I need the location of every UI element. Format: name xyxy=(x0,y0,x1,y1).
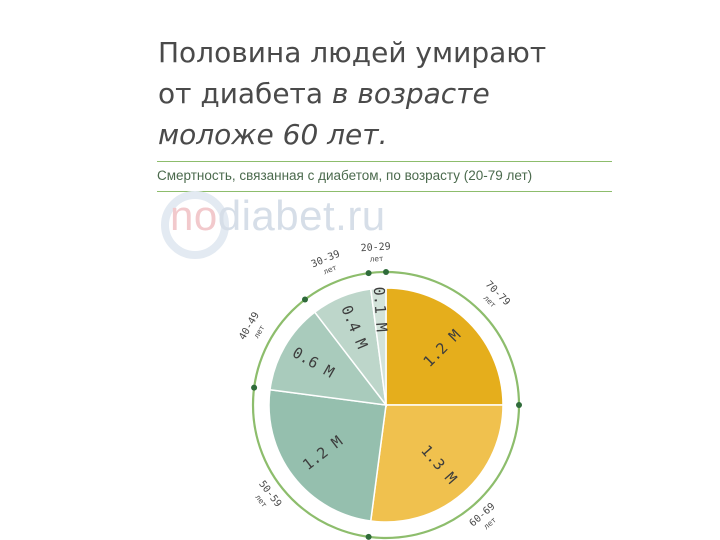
title-line-3: моложе 60 лет. xyxy=(158,118,388,151)
pie-slice-40-49 xyxy=(269,311,388,406)
slide-title: Половина людей умирают от диабета в возр… xyxy=(158,32,628,155)
ring-marker-dot xyxy=(302,296,308,303)
ring-marker-dot xyxy=(365,533,372,540)
age-unit-text: лет xyxy=(369,254,384,264)
pie-slice-60-69 xyxy=(369,404,504,523)
age-range-text: 20-29 xyxy=(360,241,391,254)
chart-subtitle: Смертность, связанная с диабетом, по воз… xyxy=(157,168,533,183)
ring-marker-dot xyxy=(383,269,389,275)
title-line-1: Половина людей умирают xyxy=(158,36,547,69)
ring-marker-dot xyxy=(251,384,258,391)
watermark-logo-icon xyxy=(161,191,229,259)
pie-slice-50-59 xyxy=(268,388,387,522)
watermark-text: nodiabet.ru xyxy=(170,192,386,239)
pie-slice-20-29 xyxy=(369,287,387,406)
top-divider xyxy=(157,161,612,162)
ring-marker-dot xyxy=(516,402,522,408)
ring-marker-dot xyxy=(365,270,372,277)
bottom-divider xyxy=(157,191,612,192)
title-line-2: от диабета в возрасте xyxy=(158,77,490,110)
pie-slice-70-79 xyxy=(385,287,504,406)
slice-value-label-20-29: 0.1 М xyxy=(370,286,391,332)
